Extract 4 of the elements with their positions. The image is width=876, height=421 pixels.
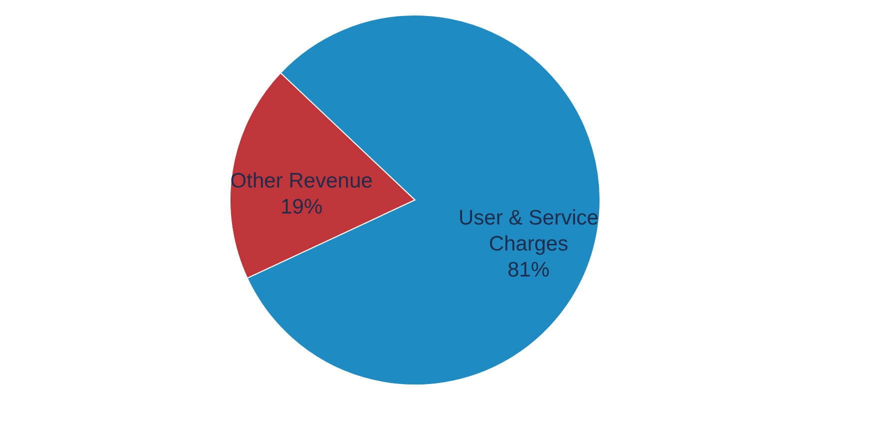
slice-label: User & Service Charges — [458, 206, 599, 256]
slice-label: Other Revenue — [230, 170, 373, 193]
data-label: 81% — [508, 258, 550, 282]
data-label: 19% — [280, 196, 322, 219]
